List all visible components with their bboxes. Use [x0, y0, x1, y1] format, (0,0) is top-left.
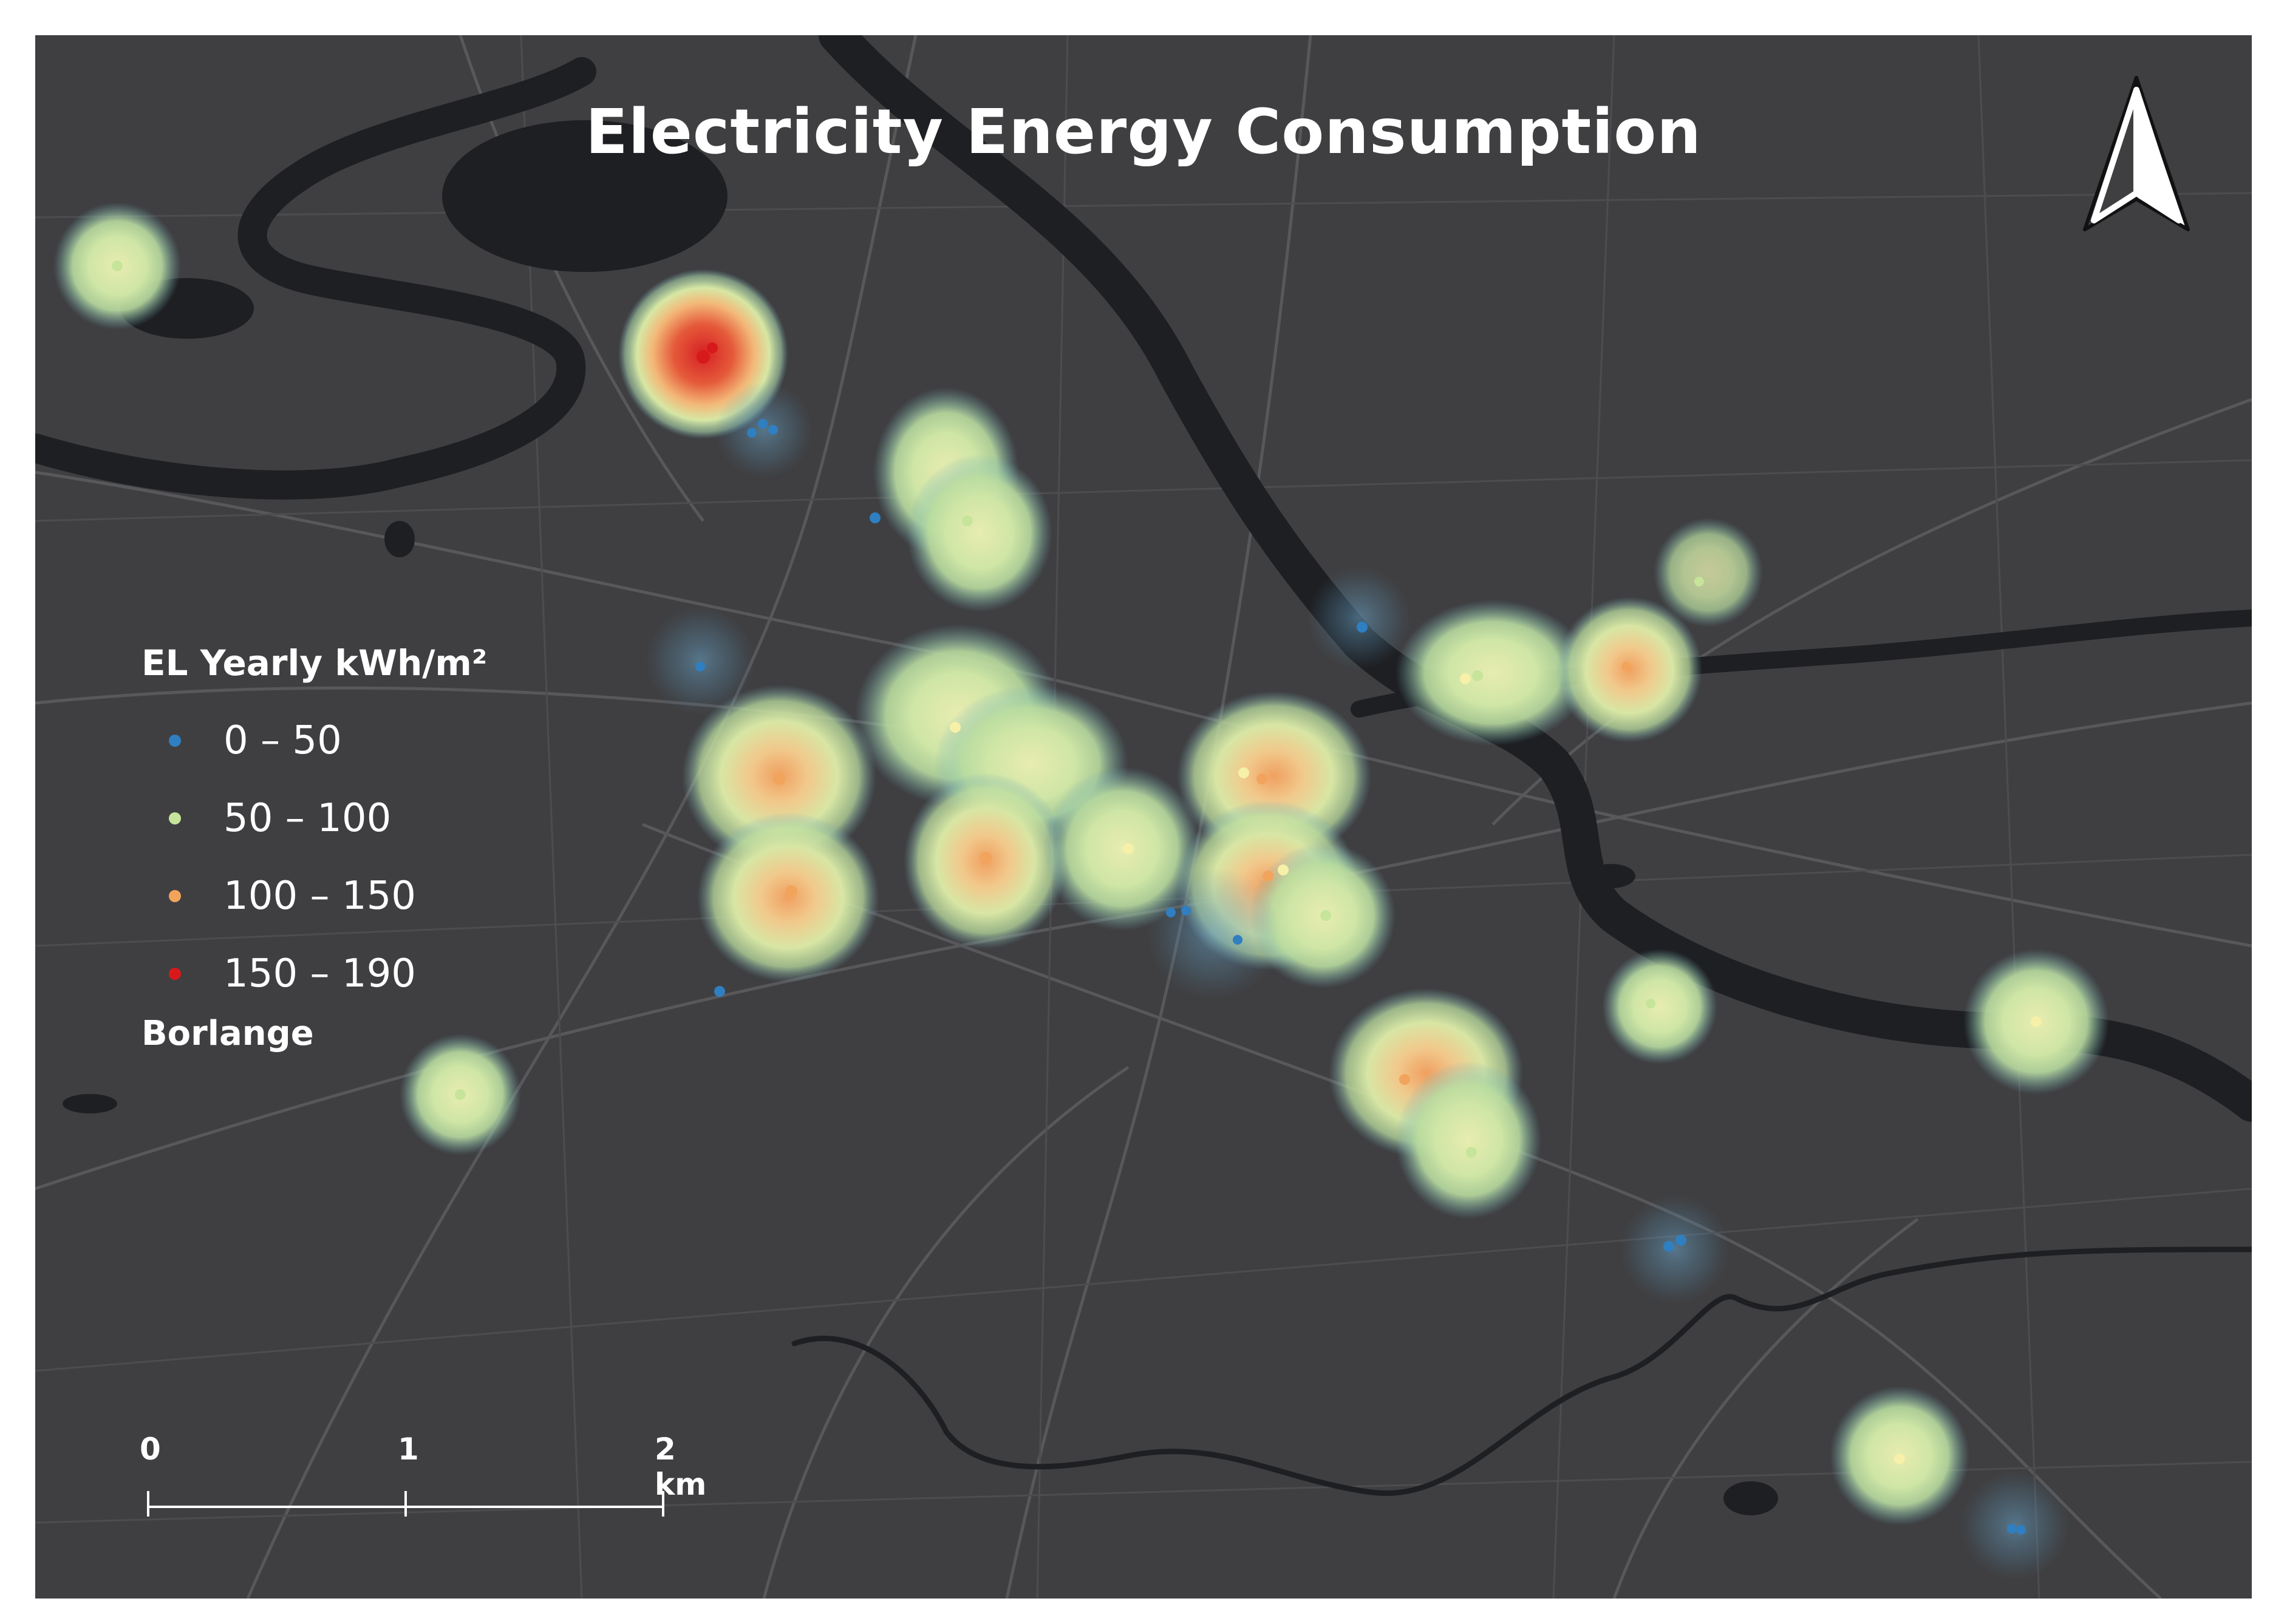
hotspot-50-100: [1396, 600, 1590, 746]
legend-label: 50 – 100: [223, 796, 392, 841]
point-50-100: [1278, 865, 1289, 875]
hotspot-0-50: [1147, 867, 1280, 1001]
heatmap-layer: [53, 202, 2109, 1580]
point-50-100: [1472, 670, 1483, 681]
scale-tick: [662, 1491, 664, 1517]
hotspot-0-50: [1307, 566, 1411, 670]
legend-item: 0 – 50: [141, 702, 487, 780]
point-50-100: [455, 1089, 466, 1100]
point-0-50: [870, 512, 881, 523]
legend-swatch-icon: [169, 890, 181, 902]
lake-small-1: [63, 1094, 117, 1113]
point-0-50: [1663, 1241, 1674, 1252]
scale-tick: [147, 1491, 149, 1517]
point-100-150: [1256, 773, 1267, 784]
legend-swatch-icon: [169, 812, 181, 824]
point-100-150: [1263, 871, 1273, 882]
legend-label: 150 – 190: [223, 951, 416, 996]
legend-item: 50 – 100: [141, 780, 487, 857]
point-100-150: [1399, 1074, 1410, 1085]
point-0-50: [1166, 908, 1176, 917]
point-100-150: [980, 852, 992, 864]
point-150-190: [697, 350, 710, 364]
point-50-100: [1466, 1147, 1477, 1158]
map-frame[interactable]: Electricity Energy Consumption EL Yearly…: [35, 35, 2252, 1599]
hotspot-50-100: [1043, 767, 1201, 931]
point-50-100: [2031, 1016, 2042, 1027]
scale-label-start: 0: [140, 1432, 161, 1467]
hotspot-100-150: [697, 812, 879, 982]
hotspot-50-100: [1396, 1061, 1541, 1219]
hotspot-0-50: [1654, 518, 1763, 627]
lake-small-2: [1723, 1481, 1778, 1515]
point-0-50: [758, 419, 768, 429]
point-0-50: [1357, 622, 1368, 633]
legend-item: 100 – 150: [141, 857, 487, 935]
point-0-50: [1675, 1235, 1686, 1246]
scale-bar: 0 1 2 km: [140, 1432, 706, 1553]
legend-label: 0 – 50: [223, 718, 342, 763]
pond-1: [384, 521, 415, 557]
point-150-190: [707, 342, 718, 353]
legend-item: 150 – 190: [141, 935, 487, 1013]
point-0-50: [1233, 935, 1242, 945]
point-50-100: [1238, 767, 1249, 778]
point-100-150: [1621, 662, 1631, 671]
north-arrow-icon: [2083, 76, 2190, 231]
hotspot-50-100: [1602, 949, 1717, 1064]
legend-title: EL Yearly kWh/m²: [141, 642, 488, 684]
hotspot-0-50: [646, 606, 755, 715]
point-0-50: [747, 428, 757, 438]
point-50-100: [1894, 1453, 1905, 1464]
point-50-100: [112, 260, 123, 271]
map-legend: EL Yearly kWh/m² 0 – 50 50 – 100 100 – 1…: [141, 642, 487, 1053]
point-0-50: [695, 662, 705, 671]
point-50-100: [950, 722, 961, 733]
point-100-150: [785, 885, 797, 897]
point-50-100: [1123, 843, 1134, 854]
point-0-50: [1181, 906, 1191, 916]
map-canvas[interactable]: [35, 35, 2252, 1599]
water-bodies: [63, 120, 1778, 1515]
point-0-50: [768, 425, 778, 435]
point-0-50: [2016, 1525, 2026, 1535]
point-0-50: [714, 986, 725, 997]
scale-tick: [404, 1491, 407, 1517]
map-title: Electricity Energy Consumption: [585, 96, 1702, 168]
point-50-100: [1646, 999, 1655, 1008]
point-50-100: [1694, 577, 1704, 586]
building-points: [112, 260, 2042, 1535]
point-100-150: [773, 773, 785, 785]
legend-swatch-icon: [169, 968, 181, 980]
hotspot-0-50: [715, 381, 813, 478]
point-50-100: [962, 515, 973, 526]
hotspot-50-100: [907, 454, 1052, 612]
lake-north: [442, 120, 728, 272]
legend-label: 100 – 150: [223, 874, 416, 919]
scale-label-mid: 1: [398, 1432, 419, 1467]
hotspot-0-50: [1620, 1195, 1730, 1304]
legend-layer-name: Borlange: [141, 1014, 314, 1053]
legend-swatch-icon: [169, 735, 181, 747]
point-50-100: [1460, 673, 1471, 684]
point-50-100: [1320, 910, 1331, 921]
point-0-50: [2007, 1524, 2017, 1534]
river-south: [791, 1246, 2252, 1497]
